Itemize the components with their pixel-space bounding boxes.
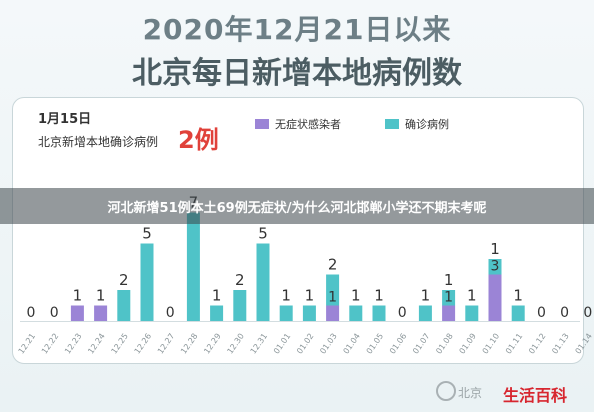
annotation-text: 北京新增本地确诊病例 bbox=[38, 135, 159, 149]
bar-asymptomatic bbox=[94, 305, 108, 321]
overlay-banner bbox=[0, 188, 594, 224]
data-label-zero: 0 bbox=[166, 305, 175, 321]
x-tick-label: 12.31 bbox=[249, 332, 270, 356]
bar-confirmed bbox=[279, 305, 293, 321]
title-date: 2020年12月21日以来 bbox=[142, 13, 452, 46]
watermark-text: 北京 bbox=[458, 386, 483, 400]
bar-confirmed bbox=[117, 290, 131, 321]
legend-asymptomatic: 无症状感染者 bbox=[255, 116, 341, 132]
data-label-zero: 0 bbox=[560, 305, 569, 321]
data-label-confirmed: 1 bbox=[513, 287, 523, 305]
data-label-confirmed: 1 bbox=[305, 287, 315, 305]
data-label-confirmed: 2 bbox=[328, 256, 338, 274]
wechat-icon bbox=[436, 381, 456, 401]
data-label-zero: 0 bbox=[583, 305, 592, 321]
bar-confirmed bbox=[372, 305, 386, 321]
bar-asymptomatic bbox=[326, 305, 340, 321]
x-tick-label: 01.13 bbox=[550, 332, 571, 356]
x-tick-label: 01.12 bbox=[527, 332, 548, 356]
x-tick-label: 01.14 bbox=[573, 332, 594, 356]
data-label-confirmed: 1 bbox=[421, 287, 431, 305]
bar-confirmed bbox=[210, 305, 224, 321]
bar-asymptomatic bbox=[488, 274, 502, 321]
bar-confirmed bbox=[511, 305, 525, 321]
x-tick-label: 12.22 bbox=[40, 332, 61, 356]
data-label-asymptomatic: 1 bbox=[73, 287, 83, 305]
legend-asymptomatic-label: 无症状感染者 bbox=[275, 118, 341, 131]
x-tick-label: 01.06 bbox=[388, 332, 409, 356]
x-tick-label: 01.11 bbox=[504, 332, 525, 356]
data-label-confirmed: 2 bbox=[119, 271, 129, 289]
bar-confirmed bbox=[442, 290, 456, 306]
x-tick-label: 01.01 bbox=[272, 332, 293, 356]
data-label-confirmed: 1 bbox=[490, 240, 500, 258]
data-label-confirmed: 1 bbox=[467, 287, 477, 305]
x-tick-label: 12.24 bbox=[86, 332, 107, 356]
x-tick-label: 12.26 bbox=[133, 332, 154, 356]
x-tick-label: 01.09 bbox=[457, 332, 478, 356]
data-label-zero: 0 bbox=[50, 305, 59, 321]
bar-confirmed bbox=[233, 290, 247, 321]
x-tick-label: 01.07 bbox=[411, 332, 432, 356]
legend-confirmed-swatch bbox=[385, 119, 399, 129]
x-tick-label: 12.28 bbox=[179, 332, 200, 356]
x-tick-label: 01.10 bbox=[481, 332, 502, 356]
bar-confirmed bbox=[418, 305, 432, 321]
data-label-zero: 0 bbox=[27, 305, 36, 321]
bar-asymptomatic bbox=[442, 305, 456, 321]
data-label-confirmed: 1 bbox=[281, 287, 291, 305]
site-logo: 生活百科 bbox=[503, 386, 568, 405]
x-tick-label: 01.03 bbox=[318, 332, 339, 356]
data-label-asymptomatic: 3 bbox=[491, 259, 500, 275]
bar-confirmed bbox=[326, 274, 340, 306]
banner-headline: 河北新增51例本土69例无症状/为什么河北邯郸小学还不期末考呢 bbox=[107, 201, 487, 216]
data-label-asymptomatic: 1 bbox=[328, 290, 337, 306]
data-label-confirmed: 5 bbox=[142, 225, 152, 243]
x-tick-label: 01.02 bbox=[295, 332, 316, 356]
data-label-asymptomatic: 1 bbox=[96, 287, 106, 305]
data-label-confirmed: 1 bbox=[212, 287, 222, 305]
x-tick-label: 12.23 bbox=[63, 332, 84, 356]
legend-asymptomatic-swatch bbox=[255, 119, 269, 129]
data-label-zero: 0 bbox=[398, 305, 407, 321]
data-label-confirmed: 1 bbox=[444, 271, 454, 289]
data-label-confirmed: 5 bbox=[258, 225, 268, 243]
x-tick-label: 12.25 bbox=[109, 332, 130, 356]
bar-confirmed bbox=[256, 243, 270, 321]
bar-asymptomatic bbox=[70, 305, 84, 321]
data-label-zero: 0 bbox=[537, 305, 546, 321]
data-label-confirmed: 2 bbox=[235, 271, 245, 289]
bar-confirmed bbox=[140, 243, 154, 321]
bar-confirmed bbox=[465, 305, 479, 321]
data-label-asymptomatic: 1 bbox=[444, 290, 453, 306]
data-label-confirmed: 1 bbox=[374, 287, 384, 305]
page-title: 北京每日新增本地病例数 bbox=[132, 56, 462, 91]
bar-confirmed bbox=[349, 305, 363, 321]
x-tick-label: 12.21 bbox=[17, 332, 38, 356]
bar-confirmed bbox=[302, 305, 316, 321]
data-label-confirmed: 1 bbox=[351, 287, 361, 305]
x-tick-label: 12.29 bbox=[202, 332, 223, 356]
legend-confirmed: 确诊病例 bbox=[385, 116, 449, 132]
x-tick-label: 01.05 bbox=[365, 332, 386, 356]
bar-confirmed bbox=[186, 212, 200, 321]
x-tick-label: 12.27 bbox=[156, 332, 177, 356]
x-tick-label: 01.08 bbox=[434, 332, 455, 356]
bar-confirmed bbox=[488, 259, 502, 275]
annotation-count: 2例 bbox=[178, 126, 219, 154]
x-tick-label: 01.04 bbox=[341, 332, 362, 356]
x-tick-label: 12.30 bbox=[225, 332, 246, 356]
legend-confirmed-label: 确诊病例 bbox=[405, 118, 449, 131]
annotation-date: 1月15日 bbox=[38, 112, 92, 127]
